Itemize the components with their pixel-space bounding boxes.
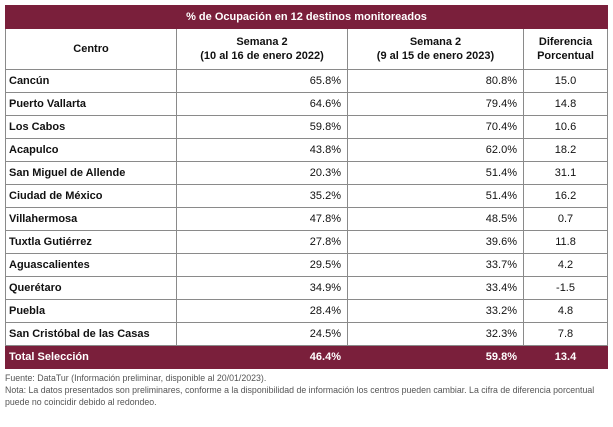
table-row: Tuxtla Gutiérrez 27.8% 39.6% 11.8 [5, 230, 609, 254]
cell-semana-2022: 35.2% [176, 184, 348, 208]
cell-semana-2022: 59.8% [176, 115, 348, 139]
cell-diferencia: 16.2 [522, 184, 609, 208]
cell-semana-2023: 32.3% [347, 322, 524, 346]
cell-semana-2023: 79.4% [347, 92, 524, 116]
cell-semana-2022: 47.8% [176, 207, 348, 231]
cell-centro: Tuxtla Gutiérrez [5, 230, 177, 254]
header-diferencia: Diferencia Porcentual [522, 28, 609, 70]
cell-semana-2023: 33.4% [347, 276, 524, 300]
table-row: Villahermosa 47.8% 48.5% 0.7 [5, 207, 609, 231]
cell-centro: Aguascalientes [5, 253, 177, 277]
cell-semana-2022: 64.6% [176, 92, 348, 116]
cell-centro: Ciudad de México [5, 184, 177, 208]
total-row: Total Selección 46.4% 59.8% 13.4 [5, 345, 609, 369]
table-row: Ciudad de México 35.2% 51.4% 16.2 [5, 184, 609, 208]
header-diferencia-line2: Porcentual [537, 50, 594, 62]
occupancy-table-container: % de Ocupación en 12 destinos monitoread… [4, 5, 609, 408]
cell-semana-2023: 33.7% [347, 253, 524, 277]
table-row: Cancún 65.8% 80.8% 15.0 [5, 69, 609, 93]
header-centro: Centro [5, 28, 177, 70]
disclaimer-note: Nota: La datos presentados son prelimina… [5, 385, 595, 407]
table-row: Aguascalientes 29.5% 33.7% 4.2 [5, 253, 609, 277]
cell-diferencia: 11.8 [522, 230, 609, 254]
cell-semana-2023: 80.8% [347, 69, 524, 93]
table-row: Puebla 28.4% 33.2% 4.8 [5, 299, 609, 323]
cell-semana-2023: 51.4% [347, 161, 524, 185]
total-diferencia: 13.4 [522, 345, 609, 369]
table-row: Los Cabos 59.8% 70.4% 10.6 [5, 115, 609, 139]
header-semana-2023-line1: Semana 2 [409, 36, 462, 48]
cell-semana-2023: 70.4% [347, 115, 524, 139]
table-body: Cancún 65.8% 80.8% 15.0 Puerto Vallarta 64.6%… [5, 69, 609, 346]
cell-semana-2023: 51.4% [347, 184, 524, 208]
cell-semana-2022: 27.8% [176, 230, 348, 254]
table-row: Acapulco 43.8% 62.0% 18.2 [5, 138, 609, 162]
cell-centro: Los Cabos [5, 115, 177, 139]
source-note: Fuente: DataTur (Información preliminar,… [5, 373, 267, 383]
cell-semana-2022: 24.5% [176, 322, 348, 346]
cell-centro: Querétaro [5, 276, 177, 300]
table-row: San Miguel de Allende 20.3% 51.4% 31.1 [5, 161, 609, 185]
occupancy-table: % de Ocupación en 12 destinos monitoread… [4, 5, 609, 369]
total-semana-2022: 46.4% [176, 345, 348, 369]
cell-semana-2023: 62.0% [347, 138, 524, 162]
header-semana-2023-line2: (9 al 15 de enero 2023) [376, 50, 495, 62]
cell-centro: Puebla [5, 299, 177, 323]
header-semana-2023: Semana 2 (9 al 15 de enero 2023) [347, 28, 524, 70]
total-label: Total Selección [5, 345, 177, 369]
cell-semana-2023: 39.6% [347, 230, 524, 254]
cell-centro: San Cristóbal de las Casas [5, 322, 177, 346]
header-diferencia-line1: Diferencia [538, 36, 593, 48]
header-semana-2022-line2: (10 al 16 de enero 2022) [200, 50, 324, 62]
cell-semana-2022: 28.4% [176, 299, 348, 323]
cell-centro: Acapulco [5, 138, 177, 162]
header-semana-2022: Semana 2 (10 al 16 de enero 2022) [176, 28, 348, 70]
cell-diferencia: -1.5 [522, 276, 609, 300]
cell-semana-2022: 34.9% [176, 276, 348, 300]
table-row: San Cristóbal de las Casas 24.5% 32.3% 7.8 [5, 322, 609, 346]
cell-centro: Villahermosa [5, 207, 177, 231]
cell-diferencia: 15.0 [522, 69, 609, 93]
cell-diferencia: 31.1 [522, 161, 609, 185]
column-header-row: Centro Semana 2 (10 al 16 de enero 2022)… [5, 28, 609, 70]
cell-diferencia: 4.8 [522, 299, 609, 323]
cell-diferencia: 7.8 [522, 322, 609, 346]
cell-semana-2022: 43.8% [176, 138, 348, 162]
cell-semana-2022: 20.3% [176, 161, 348, 185]
footnotes: Fuente: DataTur (Información preliminar,… [5, 372, 607, 408]
cell-diferencia: 18.2 [522, 138, 609, 162]
cell-centro: Puerto Vallarta [5, 92, 177, 116]
table-title: % de Ocupación en 12 destinos monitoread… [4, 5, 609, 29]
cell-centro: San Miguel de Allende [5, 161, 177, 185]
header-semana-2022-line1: Semana 2 [236, 36, 288, 48]
cell-diferencia: 0.7 [522, 207, 609, 231]
cell-diferencia: 14.8 [522, 92, 609, 116]
table-row: Querétaro 34.9% 33.4% -1.5 [5, 276, 609, 300]
cell-centro: Cancún [5, 69, 177, 93]
cell-semana-2023: 48.5% [347, 207, 524, 231]
total-semana-2023: 59.8% [347, 345, 524, 369]
table-title-row: % de Ocupación en 12 destinos monitoread… [4, 5, 609, 29]
cell-semana-2022: 65.8% [176, 69, 348, 93]
cell-semana-2023: 33.2% [347, 299, 524, 323]
cell-diferencia: 10.6 [522, 115, 609, 139]
cell-diferencia: 4.2 [522, 253, 609, 277]
cell-semana-2022: 29.5% [176, 253, 348, 277]
table-row: Puerto Vallarta 64.6% 79.4% 14.8 [5, 92, 609, 116]
